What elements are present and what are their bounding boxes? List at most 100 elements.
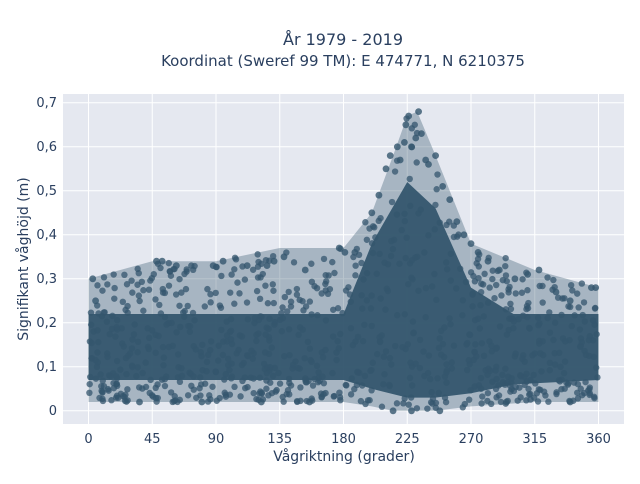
scatter-point <box>147 277 154 284</box>
scatter-point <box>231 383 238 391</box>
y-tick-label: 0,4 <box>36 228 57 243</box>
scatter-point <box>477 374 485 382</box>
scatter-point <box>433 296 440 304</box>
scatter-point <box>477 288 485 296</box>
scatter-point <box>424 369 432 377</box>
scatter-point <box>297 384 304 391</box>
scatter-point <box>296 365 303 372</box>
scatter-point <box>176 302 183 309</box>
scatter-point <box>134 265 141 273</box>
scatter-point <box>427 375 434 383</box>
scatter-point <box>308 311 315 318</box>
scatter-point <box>326 285 334 293</box>
scatter-point <box>136 297 143 305</box>
scatter-point <box>273 386 280 394</box>
scatter-point <box>447 277 455 284</box>
scatter-point <box>131 321 138 328</box>
scatter-point <box>579 311 586 319</box>
scatter-point <box>87 309 95 316</box>
x-tick-label: 270 <box>459 432 484 447</box>
scatter-point <box>147 376 154 384</box>
scatter-point <box>359 382 366 389</box>
scatter-point <box>504 379 511 386</box>
scatter-point <box>108 397 115 404</box>
scatter-point <box>421 249 428 256</box>
scatter-point <box>505 289 512 296</box>
scatter-point <box>478 400 485 407</box>
scatter-point <box>268 344 275 351</box>
scatter-point <box>347 325 355 332</box>
scatter-point <box>479 393 486 400</box>
scatter-point <box>378 403 386 410</box>
scatter-point <box>503 398 510 406</box>
scatter-point <box>197 374 204 381</box>
scatter-point <box>287 303 295 310</box>
scatter-point <box>422 314 429 321</box>
scatter-point <box>124 352 132 359</box>
scatter-point <box>470 272 477 280</box>
scatter-point <box>279 393 286 401</box>
scatter-point <box>209 383 216 390</box>
scatter-point <box>152 349 159 356</box>
scatter-point <box>109 312 116 320</box>
scatter-point <box>354 368 361 376</box>
scatter-point <box>172 291 180 298</box>
scatter-point <box>502 272 510 279</box>
scatter-point <box>448 359 455 366</box>
scatter-point <box>443 361 450 368</box>
scatter-point <box>560 369 568 377</box>
scatter-point <box>526 391 533 398</box>
scatter-point <box>104 353 111 361</box>
scatter-point <box>551 319 559 326</box>
scatter-point <box>106 330 113 338</box>
scatter-point <box>402 254 409 262</box>
scatter-point <box>88 339 95 347</box>
scatter-point <box>517 394 524 401</box>
scatter-point <box>323 278 330 285</box>
scatter-point <box>493 281 500 289</box>
scatter-point <box>265 325 272 333</box>
scatter-point <box>443 379 450 386</box>
scatter-point <box>585 352 593 360</box>
scatter-point <box>285 288 292 296</box>
scatter-point <box>264 300 272 307</box>
scatter-point <box>393 143 401 151</box>
scatter-point <box>186 328 194 335</box>
scatter-point <box>348 375 355 382</box>
scatter-point <box>530 371 537 379</box>
scatter-point <box>469 291 476 298</box>
scatter-point <box>465 396 473 403</box>
scatter-point <box>495 266 503 274</box>
scatter-point <box>188 262 195 269</box>
scatter-point <box>218 272 225 280</box>
scatter-point <box>435 344 443 352</box>
scatter-point <box>212 289 219 297</box>
scatter-point <box>281 352 288 360</box>
scatter-point <box>386 354 394 362</box>
x-tick-label: 45 <box>144 432 161 447</box>
scatter-point <box>193 394 200 401</box>
scatter-point <box>443 369 450 376</box>
scatter-point <box>412 360 419 367</box>
scatter-point <box>153 257 160 265</box>
scatter-point <box>196 385 203 392</box>
scatter-point <box>550 336 557 344</box>
scatter-point <box>502 262 509 270</box>
scatter-point <box>574 290 581 297</box>
scatter-point <box>565 303 572 310</box>
scatter-point <box>568 322 576 330</box>
scatter-point <box>335 244 343 252</box>
scatter-point <box>178 372 186 380</box>
scatter-point <box>525 385 532 393</box>
scatter-point <box>381 371 388 378</box>
scatter-point <box>431 226 438 233</box>
scatter-point <box>139 385 146 392</box>
scatter-point <box>221 376 228 383</box>
scatter-point <box>301 266 309 274</box>
scatter-point <box>366 397 373 404</box>
scatter-point <box>463 366 471 374</box>
scatter-point <box>436 219 443 226</box>
scatter-point <box>525 324 533 332</box>
scatter-point <box>347 391 355 398</box>
scatter-point <box>104 281 111 288</box>
